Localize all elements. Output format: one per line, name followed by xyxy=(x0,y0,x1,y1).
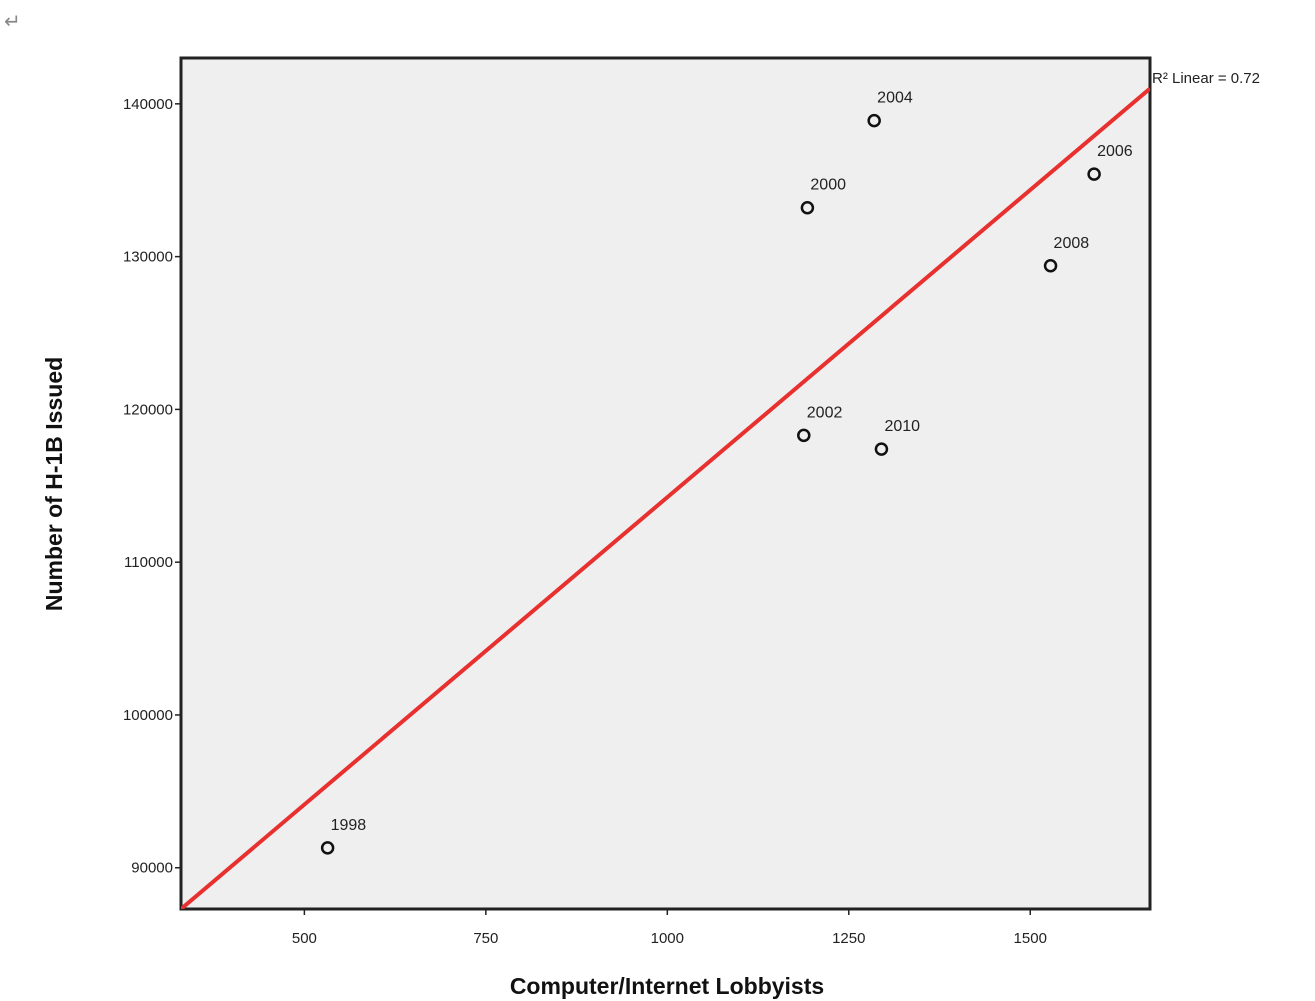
data-point-2004 xyxy=(867,113,881,128)
point-label-2006: 2006 xyxy=(1097,143,1133,160)
y-tick-label-90000: 90000 xyxy=(131,860,173,877)
x-tick-label-500: 500 xyxy=(292,930,317,947)
point-label-2000: 2000 xyxy=(810,177,846,194)
x-tick-label-1250: 1250 xyxy=(832,930,865,947)
fit-line xyxy=(181,87,1150,909)
data-point-2002 xyxy=(797,428,811,443)
x-tick-label-1500: 1500 xyxy=(1014,930,1047,947)
y-tick-label-100000: 100000 xyxy=(123,707,173,724)
data-point-2006 xyxy=(1087,167,1101,181)
plot-frame xyxy=(179,56,1152,911)
fit-line-layer xyxy=(181,87,1150,909)
x-axis-title: Computer/Internet Lobbyists xyxy=(510,973,824,999)
data-point-1998 xyxy=(320,841,335,855)
data-point-2010 xyxy=(874,442,889,456)
x-tick-label-1000: 1000 xyxy=(651,930,684,947)
point-label-2008: 2008 xyxy=(1054,235,1090,252)
return-mark: ↵ xyxy=(4,9,21,33)
points-layer: 1998 2000 2002 2004 2006 2008 2010 xyxy=(320,90,1133,855)
y-tick-label-130000: 130000 xyxy=(123,249,173,266)
fit-line-label: R² Linear = 0.72 xyxy=(1152,70,1260,87)
y-tick-label-140000: 140000 xyxy=(123,96,173,113)
data-point-2008 xyxy=(1043,259,1058,273)
ticks-layer: 500 750 1000 1250 1500 90000 100000 110000 12000… xyxy=(123,96,1047,947)
y-tick-label-110000: 110000 xyxy=(124,554,173,571)
point-label-1998: 1998 xyxy=(331,817,367,834)
y-axis-title: Number of H-1B Issued xyxy=(41,357,67,611)
data-point-2000 xyxy=(800,200,815,215)
x-tick-label-750: 750 xyxy=(473,930,498,947)
point-label-2002: 2002 xyxy=(807,404,843,421)
plot-area xyxy=(179,56,1152,911)
y-tick-label-120000: 120000 xyxy=(123,401,173,418)
point-label-2004: 2004 xyxy=(877,90,913,107)
point-label-2010: 2010 xyxy=(884,418,920,435)
